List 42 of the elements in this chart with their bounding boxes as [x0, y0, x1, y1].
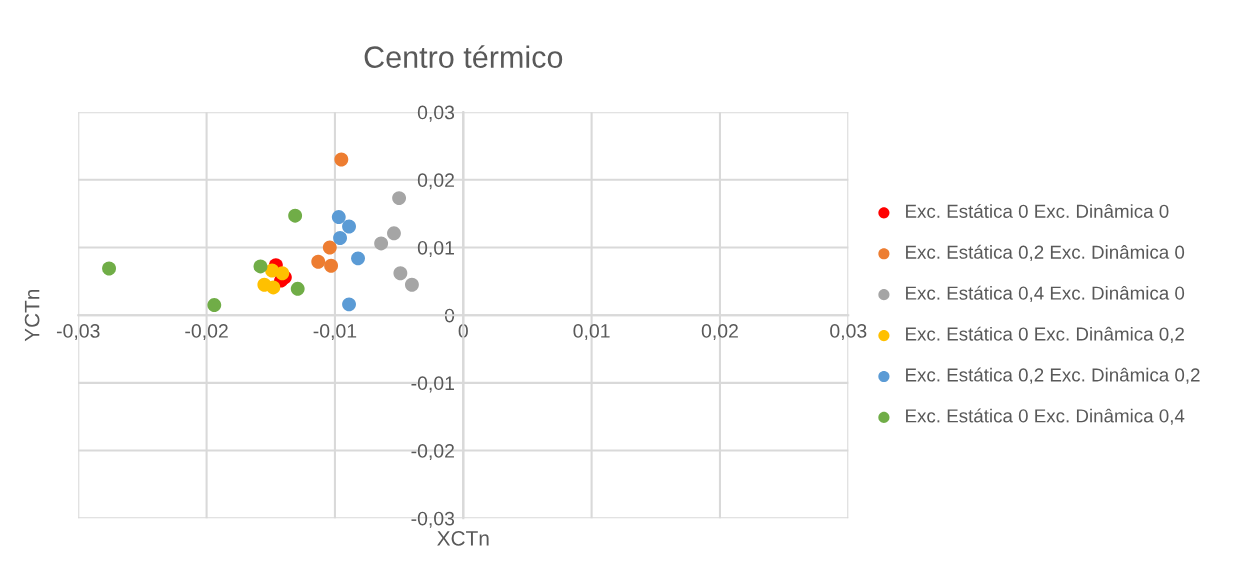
x-tick-label: 0,03 — [830, 324, 867, 341]
y-tick-label: -0,01 — [411, 376, 454, 393]
y-axis-title: YCTn — [24, 289, 40, 342]
x-tick-label: -0,02 — [185, 324, 228, 341]
point — [311, 254, 326, 269]
chart-title: Centro térmico — [364, 45, 563, 68]
point — [324, 258, 339, 273]
point — [334, 152, 349, 167]
x-tick-label: -0,01 — [313, 324, 357, 341]
point — [342, 297, 356, 312]
point — [351, 251, 365, 266]
y-tick-label: -0,02 — [411, 444, 454, 461]
x-tick-label: -0,03 — [56, 324, 100, 341]
point — [288, 208, 303, 223]
point — [266, 280, 281, 295]
point — [253, 259, 268, 274]
point — [290, 281, 305, 296]
point — [404, 277, 419, 292]
x-axis-title: XCTn — [437, 530, 489, 546]
y-tick-label: 0,01 — [417, 240, 454, 258]
legend-label: Exc. Estática 0 Exc. Dinâmica 0,2 — [906, 326, 1184, 343]
x-tick-label: 0,02 — [701, 324, 738, 341]
y-tick-label: -0,03 — [411, 511, 455, 528]
legend-label: Exc. Estática 0,2 Exc. Dinâmica 0 — [906, 244, 1185, 262]
point — [207, 298, 222, 312]
point — [393, 266, 408, 281]
point — [342, 219, 356, 234]
legend-label: Exc. Estática 0,4 Exc. Dinâmica 0 — [906, 285, 1185, 302]
point — [275, 266, 290, 281]
point — [333, 231, 347, 245]
point — [374, 236, 389, 251]
y-tick-label: 0,02 — [417, 173, 454, 190]
legend-label: Exc. Estática 0 Exc. Dinâmica 0 — [906, 203, 1169, 218]
y-tick-label: 0,03 — [417, 105, 455, 122]
point — [331, 210, 346, 224]
point — [392, 191, 407, 206]
x-tick-label: 0,01 — [573, 324, 610, 341]
legend-label: Exc. Estática 0,2 Exc. Dinâmica 0,2 — [906, 367, 1200, 384]
point — [387, 226, 401, 241]
point — [322, 240, 337, 255]
point — [102, 261, 116, 276]
legend-label: Exc. Estática 0 Exc. Dinâmica 0,4 — [906, 408, 1185, 425]
